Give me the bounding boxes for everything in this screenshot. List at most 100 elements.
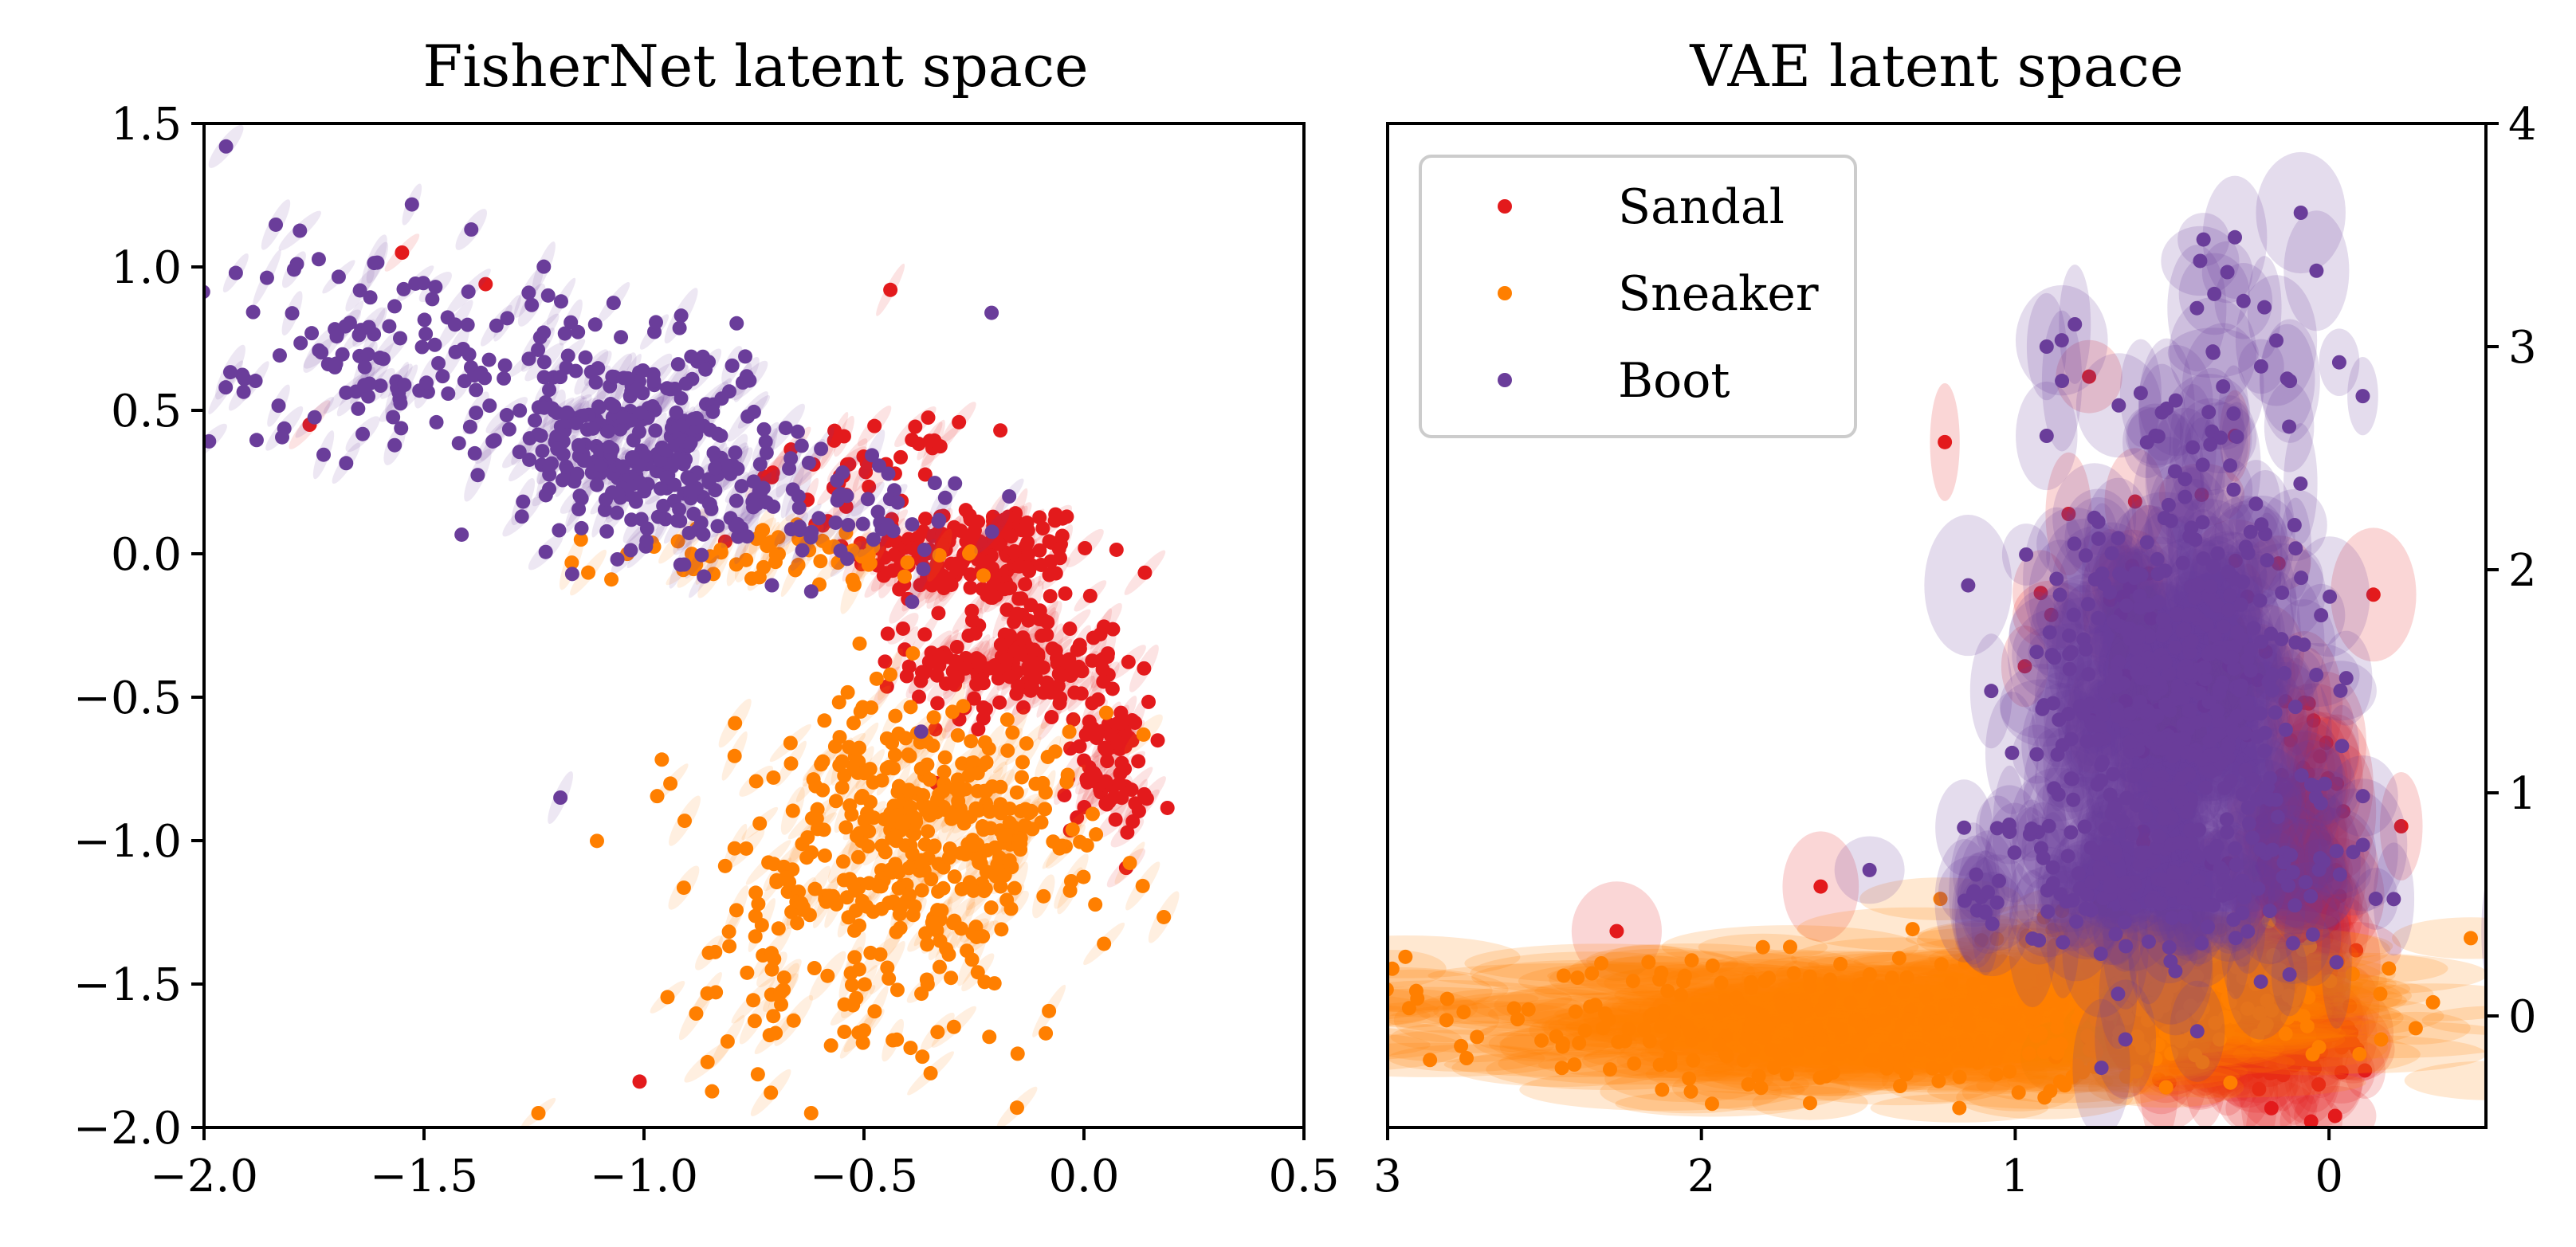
fishernet-sneaker-point <box>893 900 909 915</box>
fishernet-sneaker-point <box>739 841 754 856</box>
vae-sneaker-point <box>1459 1051 1475 1066</box>
vae-sneaker-point <box>1984 951 1999 967</box>
vae-boot-point <box>2283 848 2299 863</box>
vae-boot-point <box>2081 667 2096 682</box>
fishernet-sandal-point <box>963 567 978 582</box>
fishernet-boot-point <box>237 371 252 386</box>
vae-sneaker-point <box>1744 1017 1759 1032</box>
vae-sneaker-point <box>2158 1080 2174 1095</box>
fishernet-boot-point <box>228 265 243 280</box>
fishernet-sandal-point <box>1113 766 1128 781</box>
fishernet-sandal-point <box>1099 743 1114 758</box>
vae-sandal-point <box>2316 832 2331 847</box>
fishernet-x-tick-label: −1.5 <box>370 1151 478 1202</box>
fishernet-sandal-point <box>939 649 954 665</box>
fishernet-sandal-point <box>1051 666 1066 681</box>
fishernet-boot-point <box>512 403 528 418</box>
fishernet-sneaker-point <box>750 1067 765 1082</box>
vae-sneaker-ellipse <box>2392 917 2486 959</box>
vae-sneaker-point <box>1755 939 1770 955</box>
fishernet-sneaker-point <box>1000 743 1015 759</box>
fishernet-boot-point <box>841 517 856 532</box>
fishernet-x-tick-label: −1.0 <box>590 1151 698 1202</box>
fishernet-boot-point <box>155 345 170 359</box>
fishernet-boot-point <box>683 484 698 499</box>
vae-sneaker-point <box>1702 1000 1718 1015</box>
vae-sneaker-point <box>1567 1057 1582 1072</box>
vae-sneaker-ellipse <box>1388 1020 1463 1060</box>
fishernet-sneaker-point <box>977 735 992 750</box>
vae-sneaker-point <box>2049 1010 2064 1025</box>
fishernet-sandal-point <box>912 689 927 704</box>
vae-sneaker-point <box>1329 997 1344 1011</box>
vae-sneaker-point <box>1570 971 1585 986</box>
fishernet-sneaker-point <box>808 778 823 794</box>
vae-boot-point <box>2180 607 2195 622</box>
fishernet-boot-point <box>616 410 631 425</box>
fishernet-sandal-point <box>1062 622 1078 637</box>
fishernet-sandal-point <box>1020 535 1035 550</box>
vae-boot-point <box>2201 647 2216 662</box>
vae-sandal-point <box>2290 819 2305 834</box>
fishernet-title: FisherNet latent space <box>422 33 1088 100</box>
fishernet-boot-point <box>671 451 686 466</box>
fishernet-sandal-point <box>1044 710 1059 725</box>
fishernet-sneaker-point <box>969 929 984 944</box>
fishernet-boot-point <box>705 404 721 419</box>
vae-boot-point <box>2305 927 2320 942</box>
vae-sneaker-point <box>2055 990 2070 1005</box>
fishernet-sneaker-point <box>794 896 809 911</box>
vae-boot-point <box>2205 345 2221 360</box>
fishernet-boot-point <box>568 416 583 431</box>
vae-boot-point <box>2142 767 2157 782</box>
fishernet-sandal-point <box>971 656 986 671</box>
fishernet-sneaker-point <box>713 545 728 560</box>
fishernet-sandal-point <box>1137 565 1153 580</box>
fishernet-sneaker-point <box>901 861 917 876</box>
fishernet-boot-point <box>794 438 809 453</box>
vae-sneaker-point <box>2229 959 2244 974</box>
fishernet-sneaker-point <box>903 799 918 814</box>
fishernet-y-tick-label: −1.5 <box>73 959 182 1011</box>
fishernet-boot-point <box>218 139 234 154</box>
fishernet-sneaker-point <box>920 977 935 992</box>
vae-sneaker-point <box>1899 970 1914 985</box>
vae-sneaker-point <box>2201 978 2217 994</box>
vae-sneaker-point <box>2044 951 2059 966</box>
vae-boot-point <box>2024 822 2039 837</box>
vae-sneaker-ellipse <box>1388 935 1521 978</box>
fishernet-boot-point <box>571 324 586 339</box>
fishernet-sandal-point <box>958 661 973 676</box>
fishernet-sandal-point <box>1027 642 1042 657</box>
fishernet-sneaker-point <box>1052 841 1067 856</box>
fishernet-sandal-point <box>952 414 967 429</box>
vae-sneaker-point <box>2109 962 2124 977</box>
vae-boot-point <box>2216 379 2231 394</box>
fishernet-boot-point <box>183 359 197 373</box>
vae-sneaker-point <box>1850 1033 1865 1049</box>
vae-sneaker-ellipse <box>1206 1032 1370 1067</box>
fishernet-boot-point <box>710 426 725 441</box>
fishernet-sandal-point <box>971 722 986 737</box>
fishernet-boot-point <box>803 584 819 599</box>
fishernet-sneaker-point <box>926 840 941 855</box>
fishernet-boot-point <box>653 453 668 468</box>
fishernet-sneaker-point <box>831 695 846 710</box>
fishernet-sneaker-point <box>748 774 764 789</box>
vae-boot-point <box>2257 300 2272 315</box>
vae-sandal-point <box>2082 369 2097 384</box>
vae-boot-point <box>2489 924 2503 939</box>
fishernet-y-tick-label: 0.0 <box>111 529 182 581</box>
fishernet-sneaker-point <box>1136 727 1151 742</box>
vae-sandal-point <box>2197 1066 2213 1081</box>
vae-sandal-point <box>2312 749 2327 764</box>
vae-boot-point <box>2111 398 2126 413</box>
vae-boot-point <box>2190 896 2205 912</box>
fishernet-sandal-point <box>1080 774 1095 790</box>
fishernet-sneaker-point <box>1025 822 1040 837</box>
fishernet-boot-point <box>571 437 586 453</box>
fishernet-boot-point <box>397 378 412 393</box>
vae-boot-point <box>2158 654 2173 669</box>
vae-boot-point <box>2122 735 2138 750</box>
